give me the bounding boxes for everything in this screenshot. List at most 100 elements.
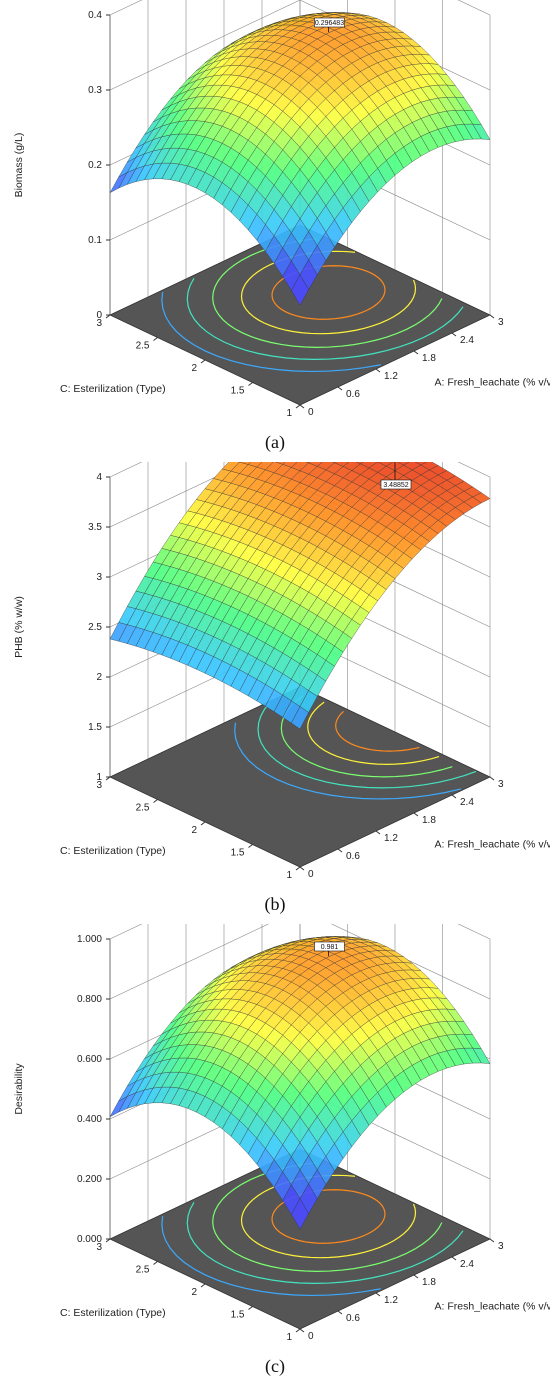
z-axis-title: PHB (% w/w) bbox=[13, 596, 25, 658]
z-axis-title: Biomass (g/L) bbox=[13, 133, 25, 198]
surface-cell bbox=[356, 462, 364, 465]
z-tick-label: 3 bbox=[96, 572, 102, 583]
contour-line bbox=[161, 1216, 381, 1297]
y-axis-title: C: Esterilization (Type) bbox=[60, 1307, 166, 1319]
y-tick bbox=[200, 359, 206, 364]
z-tick-label: 0 bbox=[96, 310, 102, 321]
x-tick bbox=[375, 1292, 381, 1297]
z-tick-label: 0.4 bbox=[88, 10, 102, 21]
panel-label: (c) bbox=[265, 1356, 285, 1377]
y-tick-label: 3 bbox=[96, 780, 102, 791]
x-axis-title: A: Fresh_leachate (% v/v) bbox=[435, 839, 550, 851]
x-tick bbox=[299, 1328, 305, 1333]
contour-line bbox=[186, 1201, 464, 1284]
z-tick-label: 3.5 bbox=[88, 522, 102, 533]
x-tick-label: 1.8 bbox=[422, 1277, 436, 1288]
z-tick-label: 0.1 bbox=[88, 235, 102, 246]
x-tick-label: 0 bbox=[308, 869, 314, 880]
surface-cell bbox=[397, 462, 410, 466]
chart-panel-b: 3.48852 1 1.5 2 2.5 3 3.5 4 PHB (% w/w) 0 0.6 1.2 1.… bbox=[0, 462, 550, 924]
panel-label: (b) bbox=[265, 894, 286, 915]
x-tick bbox=[413, 350, 419, 355]
plot-area: 0.981 0.000 0.200 0.400 0.600 0.800 1.000 Desir… bbox=[13, 924, 550, 1377]
x-tick bbox=[337, 1310, 343, 1315]
z-tick-label: 0.3 bbox=[88, 85, 102, 96]
y-tick bbox=[105, 314, 111, 319]
max-flag-box bbox=[314, 941, 345, 952]
surface-cell bbox=[239, 462, 251, 465]
surface-cell bbox=[247, 462, 263, 468]
z-tick-label: 0.400 bbox=[77, 1114, 102, 1125]
z-tick-label: 1.5 bbox=[88, 722, 102, 733]
y-tick-label: 2.5 bbox=[136, 803, 150, 814]
surface-plot-b: 3.48852 1 1.5 2 2.5 3 3.5 4 PHB (% w/w) 0 0.6 1.2 1.… bbox=[13, 462, 550, 915]
y-tick bbox=[295, 866, 301, 871]
contour-line bbox=[257, 702, 477, 789]
x-tick bbox=[413, 812, 419, 817]
max-value-label: 0.981 bbox=[321, 944, 339, 951]
x-tick bbox=[299, 866, 305, 871]
chart-panel-a: 0.296483 0 0.1 0.2 0.3 0.4 Biomass (g/L) 0 0.6 1.… bbox=[0, 0, 550, 462]
y-tick-label: 3 bbox=[96, 1242, 102, 1253]
x-tick-label: 1.2 bbox=[384, 1295, 398, 1306]
x-tick-label: 2.4 bbox=[460, 335, 474, 346]
surface bbox=[109, 12, 491, 306]
x-tick-label: 0 bbox=[308, 407, 314, 418]
z-tick-label: 4 bbox=[96, 472, 102, 483]
x-tick bbox=[375, 368, 381, 373]
z-tick-label: 1 bbox=[96, 772, 102, 783]
y-tick bbox=[153, 1261, 158, 1265]
y-tick bbox=[248, 382, 253, 386]
wall-gridline bbox=[109, 924, 491, 1000]
x-tick-label: 0.6 bbox=[346, 1313, 360, 1324]
z-tick-label: 0.2 bbox=[88, 160, 102, 171]
y-tick bbox=[248, 1306, 253, 1310]
x-tick-label: 1.8 bbox=[422, 353, 436, 364]
y-tick-label: 1 bbox=[286, 870, 292, 881]
max-flag-box bbox=[314, 17, 345, 28]
x-tick bbox=[337, 386, 343, 391]
contour-line bbox=[335, 711, 420, 752]
surface-cell bbox=[332, 462, 336, 463]
y-tick-label: 1 bbox=[286, 1332, 292, 1343]
x-tick bbox=[451, 332, 457, 337]
z-tick-label: 0.600 bbox=[77, 1054, 102, 1065]
contour-line bbox=[234, 722, 462, 800]
y-tick bbox=[248, 844, 253, 848]
contour-line bbox=[212, 1162, 443, 1272]
x-tick bbox=[299, 404, 305, 409]
x-tick bbox=[451, 1256, 457, 1261]
z-tick-label: 0.000 bbox=[77, 1234, 102, 1245]
x-tick bbox=[489, 776, 495, 781]
y-axis-title: C: Esterilization (Type) bbox=[60, 383, 166, 395]
contour-line bbox=[280, 695, 453, 778]
contour-line bbox=[212, 238, 443, 348]
z-tick-label: 2.5 bbox=[88, 622, 102, 633]
plot-area: 0.296483 0 0.1 0.2 0.3 0.4 Biomass (g/L) 0 0.6 1.… bbox=[13, 0, 550, 453]
y-tick-label: 1.5 bbox=[231, 848, 245, 859]
z-tick-label: 2 bbox=[96, 672, 102, 683]
z-tick-label: 0.200 bbox=[77, 1174, 102, 1185]
y-tick-label: 2 bbox=[191, 1287, 197, 1298]
y-tick bbox=[295, 404, 301, 409]
y-tick bbox=[200, 821, 206, 826]
surface-cell bbox=[472, 1047, 491, 1064]
z-axis-title: Desirability bbox=[13, 1063, 25, 1115]
panel-label: (a) bbox=[265, 432, 285, 453]
y-tick-label: 2.5 bbox=[136, 341, 150, 352]
surface bbox=[109, 462, 491, 730]
max-flag-box bbox=[380, 479, 412, 490]
y-axis-title: C: Esterilization (Type) bbox=[60, 845, 166, 857]
x-tick-label: 3 bbox=[498, 317, 504, 328]
plot-area: 3.48852 1 1.5 2 2.5 3 3.5 4 PHB (% w/w) 0 0.6 1.2 1.… bbox=[13, 462, 550, 915]
surface-plot-a: 0.296483 0 0.1 0.2 0.3 0.4 Biomass (g/L) 0 0.6 1.… bbox=[13, 0, 550, 453]
y-tick-label: 1.5 bbox=[231, 1310, 245, 1321]
y-tick bbox=[105, 1238, 111, 1243]
y-tick bbox=[200, 1283, 206, 1288]
chart-panel-c: 0.981 0.000 0.200 0.400 0.600 0.800 1.000 Desir… bbox=[0, 924, 550, 1386]
x-tick-label: 1.8 bbox=[422, 815, 436, 826]
x-tick-label: 0 bbox=[308, 1331, 314, 1342]
x-tick bbox=[451, 794, 457, 799]
y-tick bbox=[295, 1328, 301, 1333]
contour-line bbox=[186, 277, 464, 360]
